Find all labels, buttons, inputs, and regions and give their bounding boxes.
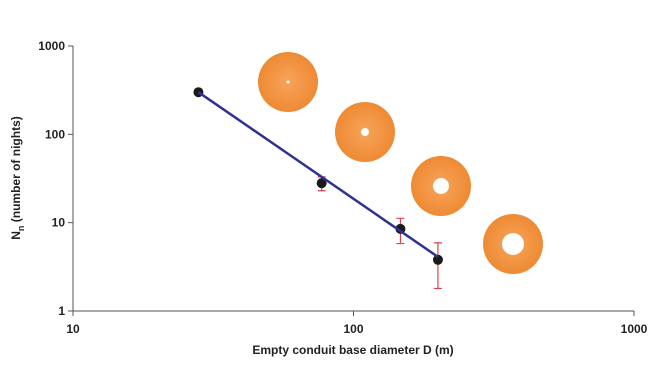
- conduit-illustrations: [258, 52, 543, 274]
- fit-line: [197, 91, 439, 258]
- y-title-main: N: [9, 231, 23, 240]
- x-tick-label: 100: [343, 322, 363, 336]
- y-tick-label: 100: [45, 127, 65, 141]
- y-title-rest: (number of nights): [9, 116, 23, 225]
- y-tick-label: 1000: [38, 39, 65, 53]
- x-axis-title: Empty conduit base diameter D (m): [252, 343, 453, 357]
- data-point: [316, 178, 327, 189]
- y-tick-label: 10: [52, 216, 66, 230]
- y-tick-label: 1: [58, 304, 65, 318]
- x-tick-label: 1000: [621, 322, 648, 336]
- conduit-hole: [433, 178, 449, 194]
- y-title-sub: n: [16, 226, 26, 232]
- conduit-hole: [361, 128, 369, 136]
- error-bar: [433, 242, 442, 290]
- data-point: [432, 254, 443, 265]
- conduit-hole: [502, 233, 524, 255]
- conduit-hole: [286, 80, 290, 84]
- x-tick-label: 10: [66, 322, 80, 336]
- y-axis-title: Nn (number of nights): [9, 116, 26, 240]
